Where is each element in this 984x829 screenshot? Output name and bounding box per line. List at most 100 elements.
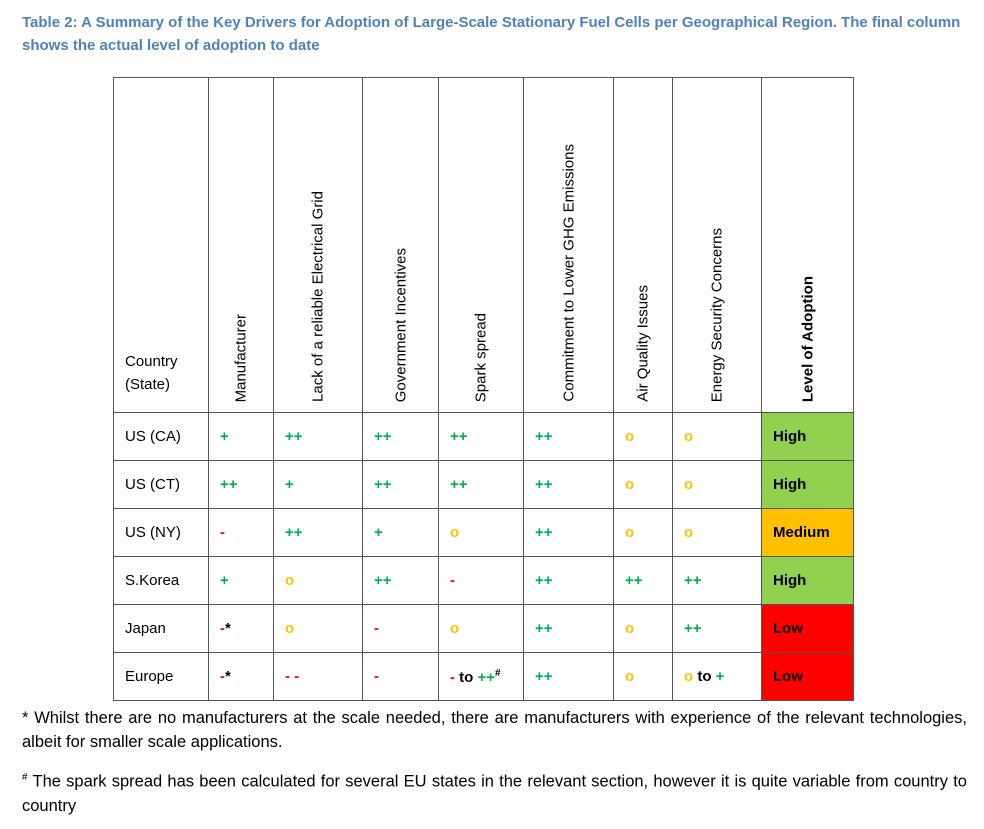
rating-token: to (459, 668, 478, 686)
rating-token: ++ (450, 428, 468, 445)
rating-token: # (495, 667, 501, 679)
column-header-label: Energy Security Concerns (708, 227, 726, 402)
driver-rating-cell: - - (273, 652, 363, 701)
adoption-level-cell: Low (761, 604, 854, 653)
rating-token: * (225, 620, 231, 637)
driver-rating-cell: o (672, 460, 762, 509)
column-header: Government Incentives (362, 77, 439, 413)
table-row: US (CA) + ++ ++ ++ ++ o o High (113, 412, 854, 461)
driver-rating-cell: o (613, 412, 673, 461)
table-row: Japan -* o - o ++ o ++ Low (113, 604, 854, 653)
rating-token: ++ (285, 524, 303, 541)
driver-rating-cell: -* (208, 604, 274, 653)
table-row: US (NY) - ++ + o ++ o o Medium (113, 508, 854, 557)
driver-rating-cell: ++ (273, 412, 363, 461)
driver-rating-cell: ++ (523, 604, 614, 653)
header-row: Country (State) Manufacturer Lack of a reli… (113, 77, 854, 413)
hash-mark: # (22, 772, 28, 783)
driver-rating-cell: o (438, 604, 524, 653)
column-header: Commitment to Lower GHG Emissions (523, 77, 614, 413)
driver-rating-cell: - (362, 604, 439, 653)
driver-rating-cell: - (438, 556, 524, 605)
driver-rating-cell: o (438, 508, 524, 557)
adoption-level-cell: Medium (761, 508, 854, 557)
driver-rating-cell: ++ (362, 556, 439, 605)
driver-rating-cell: ++ (523, 508, 614, 557)
driver-rating-cell: o (273, 604, 363, 653)
rating-token: ++ (477, 668, 496, 686)
rating-token: o (625, 428, 635, 445)
rating-token: o (285, 572, 295, 589)
rating-token: + (220, 428, 229, 445)
column-header: Energy Security Concerns (672, 77, 762, 413)
rating-token: + (374, 524, 383, 541)
rating-token: - (374, 620, 379, 637)
column-header-label: Level of Adoption (799, 275, 816, 402)
driver-rating-cell: ++ (438, 412, 524, 461)
driver-rating-cell: + (208, 556, 274, 605)
rating-token: * (225, 668, 231, 685)
country-cell: US (NY) (113, 508, 209, 557)
rating-token: o (450, 524, 460, 541)
column-header: Spark spread (438, 77, 524, 413)
country-cell: Europe (113, 652, 209, 701)
rating-token: - (374, 668, 379, 685)
rating-token: ++ (374, 476, 392, 493)
driver-rating-cell: + (362, 508, 439, 557)
driver-rating-cell: o to + (672, 652, 762, 701)
table-row: Europe -* - --- to ++# ++ o o to + Low (113, 652, 854, 701)
driver-rating-cell: o (613, 508, 673, 557)
driver-rating-cell: ++ (613, 556, 673, 605)
rating-token: o (625, 668, 635, 685)
footnote-asterisk: * Whilst there are no manufacturers at t… (22, 709, 967, 751)
driver-rating-cell: + (208, 412, 274, 461)
column-header-label: Commitment to Lower GHG Emissions (560, 144, 577, 402)
column-header: Air Quality Issues (613, 77, 673, 413)
driver-rating-cell: ++ (362, 412, 439, 461)
column-header: Country (State) (113, 77, 209, 413)
country-cell: S.Korea (113, 556, 209, 605)
driver-rating-cell: ++ (362, 460, 439, 509)
country-cell: Japan (113, 604, 209, 653)
adoption-level-cell: High (761, 460, 854, 509)
driver-rating-cell: ++ (523, 652, 614, 701)
table-row: S.Korea + o ++ - ++ ++ ++ High (113, 556, 854, 605)
rating-token: o (285, 620, 295, 637)
footnote-hash-text: The spark spread has been calculated for… (22, 772, 967, 815)
driver-rating-cell: o (613, 604, 673, 653)
rating-token: - (450, 668, 460, 686)
rating-token: ++ (535, 572, 553, 589)
rating-token: - (220, 620, 225, 637)
driver-rating-cell: ++ (672, 604, 762, 653)
driver-rating-cell: - (208, 508, 274, 557)
driver-rating-cell: o (672, 508, 762, 557)
rating-token: ++ (450, 476, 468, 493)
adoption-level-cell: Low (761, 652, 854, 701)
footnote-hash: # The spark spread has been calculated f… (22, 766, 967, 818)
rating-token: o (625, 620, 635, 637)
driver-rating-cell: o (613, 460, 673, 509)
rating-token: ++ (684, 620, 702, 637)
country-cell: US (CA) (113, 412, 209, 461)
rating-token: o (684, 668, 694, 685)
rating-token: ++ (374, 572, 392, 589)
country-cell: US (CT) (113, 460, 209, 509)
driver-rating-cell: o (613, 652, 673, 701)
rating-token: - (450, 572, 455, 589)
rating-token: - (220, 668, 225, 685)
rating-token: ++ (625, 572, 643, 589)
rating-token: o (625, 524, 635, 541)
driver-rating-cell: + (273, 460, 363, 509)
driver-rating-cell: - (362, 652, 439, 701)
driver-rating-cell: - to ++# (438, 652, 524, 701)
rating-token: o (625, 476, 635, 493)
driver-rating-cell: ++ (523, 460, 614, 509)
rating-token: ++ (684, 572, 702, 589)
driver-rating-cell: ++ (438, 460, 524, 509)
driver-rating-cell: o (672, 412, 762, 461)
driver-rating-cell: o (273, 556, 363, 605)
column-header-label: Manufacturer (232, 313, 250, 402)
rating-token: ++ (535, 524, 553, 541)
rating-token: ++ (535, 620, 553, 637)
rating-token: o (684, 476, 694, 493)
